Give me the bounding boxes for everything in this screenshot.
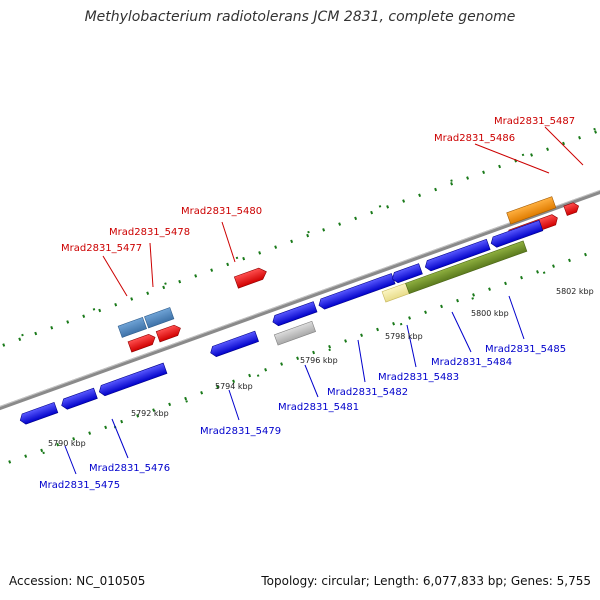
gene-label-5476[interactable]: Mrad2831_5476	[89, 463, 170, 474]
map-title: Methylobacterium radiotolerans JCM 2831,…	[84, 9, 516, 25]
gene-arrow-5483[interactable]	[390, 263, 423, 285]
diagram-rotated-group	[0, 106, 600, 484]
gene-arrow-5476b[interactable]	[97, 362, 168, 397]
genome-summary-text: Topology: circular; Length: 6,077,833 bp…	[261, 574, 591, 588]
scale-label: 5798 kbp	[385, 332, 423, 341]
reverse-leader-lines	[64, 295, 525, 475]
gene-label-5477[interactable]: Mrad2831_5477	[61, 243, 142, 254]
gene-label-5482[interactable]: Mrad2831_5482	[327, 387, 408, 398]
gene-arrow-5479[interactable]	[209, 330, 259, 358]
gene-arrow-5484-olive[interactable]	[405, 240, 528, 294]
gene-arrow-5476a[interactable]	[60, 387, 98, 411]
gene-arrow-5485[interactable]	[489, 219, 544, 248]
reverse-gene-labels: Mrad2831_5475 Mrad2831_5476 Mrad2831_547…	[39, 344, 566, 491]
gene-arrow-5482[interactable]	[317, 273, 396, 310]
scale-label: 5790 kbp	[48, 439, 86, 448]
gene-arrow-5477a[interactable]	[117, 316, 148, 338]
forward-leader-lines	[102, 126, 584, 297]
gene-label-5478[interactable]: Mrad2831_5478	[109, 227, 190, 238]
gene-label-5484[interactable]: Mrad2831_5484	[431, 357, 512, 368]
accession-text: Accession: NC_010505	[9, 574, 146, 588]
scale-label: 5796 kbp	[300, 356, 338, 365]
gene-arrow-5487[interactable]	[506, 196, 557, 225]
genome-backbone	[0, 162, 600, 438]
forward-gene-labels: Mrad2831_5477 Mrad2831_5478 Mrad2831_548…	[61, 116, 575, 254]
reverse-genes	[18, 219, 544, 425]
scale-label: 5792 kbp	[131, 409, 169, 418]
gene-arrow-5477b[interactable]	[144, 307, 175, 329]
gene-arrow-5481[interactable]	[271, 301, 318, 328]
scale-label: 5794 kbp	[215, 382, 253, 391]
gene-arrow-5484[interactable]	[423, 238, 491, 272]
gene-label-5480[interactable]: Mrad2831_5480	[181, 206, 262, 217]
gene-arrow-5481-pseudo[interactable]	[273, 320, 317, 346]
reverse-tick-row	[0, 213, 600, 484]
gene-label-5475[interactable]: Mrad2831_5475	[39, 480, 120, 491]
gene-arrow-5475[interactable]	[18, 401, 59, 425]
gene-label-5486[interactable]: Mrad2831_5486	[434, 133, 515, 144]
gene-label-5481[interactable]: Mrad2831_5481	[278, 402, 359, 413]
gene-label-5487[interactable]: Mrad2831_5487	[494, 116, 575, 127]
scale-label: 5800 kbp	[471, 309, 509, 318]
scale-label: 5802 kbp	[556, 287, 594, 296]
gene-label-5483[interactable]: Mrad2831_5483	[378, 372, 459, 383]
gene-arrow-5488[interactable]	[563, 201, 581, 216]
gene-arrow-5478b[interactable]	[155, 323, 182, 343]
gene-label-5485[interactable]: Mrad2831_5485	[485, 344, 566, 355]
gene-label-5479[interactable]: Mrad2831_5479	[200, 426, 281, 437]
scale-labels: 5790 kbp 5792 kbp 5794 kbp 5796 kbp 5798…	[48, 287, 594, 448]
gene-arrow-5478a[interactable]	[127, 333, 157, 353]
gene-arrow-5480[interactable]	[233, 266, 268, 289]
